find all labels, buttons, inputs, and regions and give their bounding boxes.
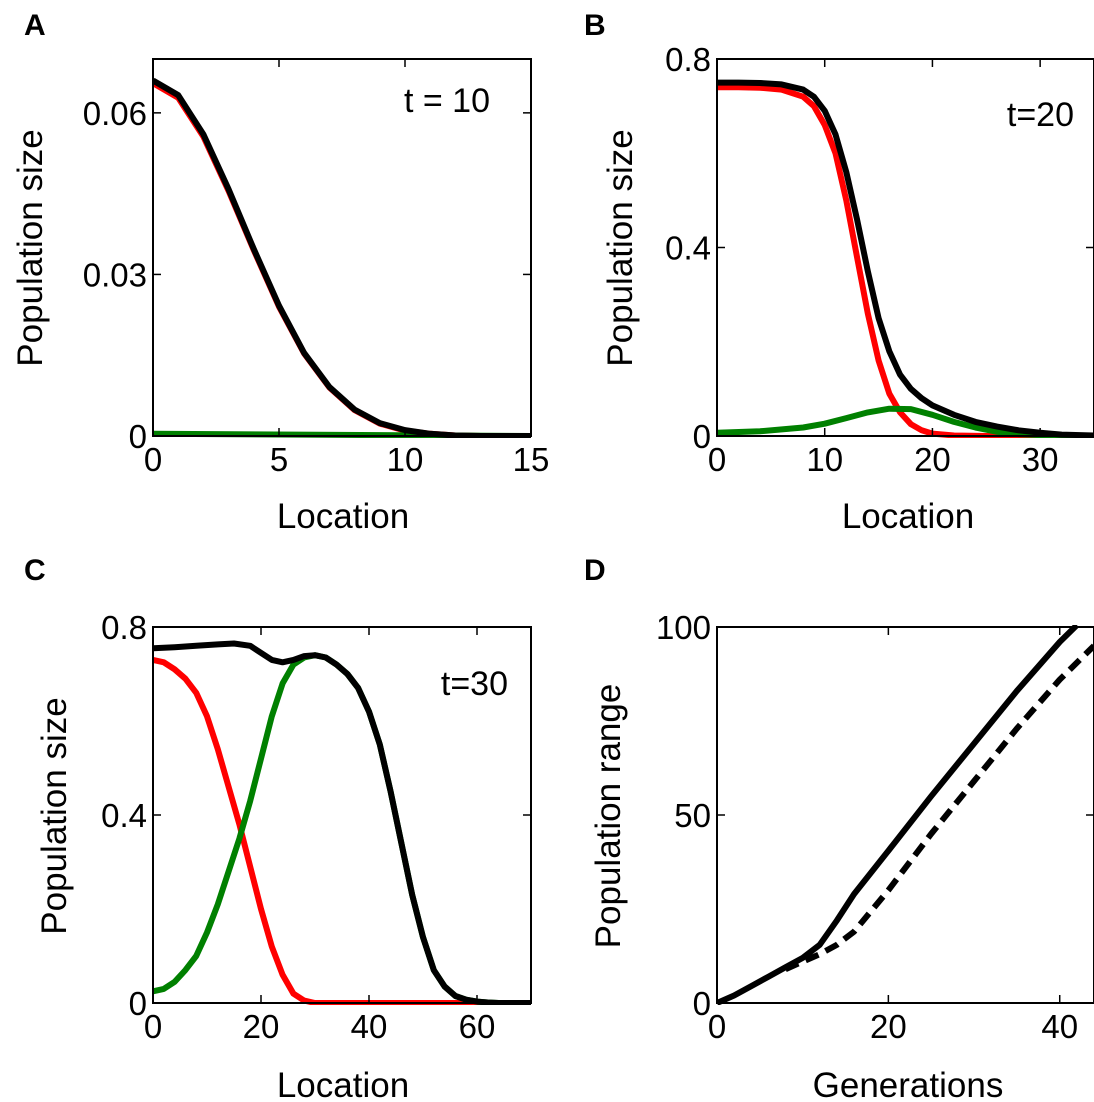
- panel-b-xtick-label: 20: [914, 441, 951, 478]
- panel-a-xtick-label: 5: [270, 441, 288, 478]
- panel-a: A 0 5 10 15 0 0.03 0.06 t = 10 Location Popula…: [11, 9, 549, 536]
- panel-b-xtick-label: 10: [806, 441, 843, 478]
- panel-a-xtick-label: 0: [144, 441, 162, 478]
- panel-d-xtick-label: 40: [1041, 1008, 1078, 1045]
- panel-b-series-0: [717, 84, 1094, 438]
- panel-a-xlabel: Location: [277, 497, 409, 536]
- panel-d-axes: 0 20 40 0 50 100: [656, 609, 1094, 1045]
- panel-a-xtick-label: 10: [387, 441, 424, 478]
- panel-d-ytick-label: 0: [693, 985, 711, 1022]
- panel-a-ytick-label: 0.06: [83, 95, 147, 132]
- panel-b-ylabel: Population size: [601, 129, 640, 366]
- panel-c-xtick-label: 0: [144, 1008, 162, 1045]
- panel-a-ylabel: Population size: [11, 129, 50, 366]
- panel-d-ytick-label: 50: [674, 797, 711, 834]
- panel-c-xlabel: Location: [277, 1066, 409, 1102]
- panel-c-axes: 0 20 40 60 0 0.4 0.8: [101, 609, 532, 1045]
- panel-a-ytick-label: 0.03: [83, 256, 147, 293]
- panel-b-xtick-label: 0: [708, 441, 726, 478]
- panel-b-xtick-label: 30: [1022, 441, 1059, 478]
- panel-c-series-2: [153, 640, 531, 1005]
- panel-d-series-1: [784, 643, 1094, 972]
- panel-c-xtick-label: 60: [459, 1008, 496, 1045]
- panel-d: D 0 20 40 0 50 100 Generations Population ran…: [584, 554, 1094, 1102]
- panel-d-ylabel: Population range: [589, 684, 628, 949]
- panel-letter-b: B: [584, 9, 606, 42]
- panel-d-xtick-label: 20: [870, 1008, 907, 1045]
- panel-c-series-1: [153, 652, 531, 1005]
- panel-c: C 0 20 40 60 0 0.4 0.8 t=30 Location Populatio…: [24, 554, 532, 1102]
- panel-c-ytick-label: 0.8: [101, 609, 147, 646]
- panel-d-frame: [716, 626, 1094, 1004]
- panel-letter-d: D: [584, 554, 606, 587]
- panel-b-xlabel: Location: [842, 497, 974, 536]
- panel-a-frame: [152, 58, 532, 437]
- panel-b-annotation: t=20: [1007, 96, 1074, 134]
- panel-b-ytick-label: 0.4: [665, 230, 711, 267]
- panel-a-annotation: t = 10: [404, 82, 490, 120]
- panel-c-ylabel: Population size: [35, 697, 74, 934]
- panel-b-ytick-label: 0: [693, 418, 711, 455]
- panel-a-xtick-label: 15: [513, 441, 550, 478]
- panel-c-xtick-label: 20: [243, 1008, 280, 1045]
- panel-a-axes: 0 5 10 15 0 0.03 0.06: [83, 58, 550, 478]
- panel-d-xlabel: Generations: [813, 1066, 1004, 1102]
- panel-c-series-0: [153, 656, 531, 1005]
- panel-b-axes: 0 10 20 30 0 0.4 0.8: [665, 41, 1094, 478]
- panel-b-ytick-label: 0.8: [665, 41, 711, 78]
- panel-c-annotation: t=30: [441, 665, 508, 703]
- panel-b-series-2: [717, 79, 1094, 438]
- panel-b-series-1: [717, 405, 1094, 438]
- panel-a-series-0: [153, 80, 531, 438]
- panel-d-ytick-label: 100: [656, 609, 711, 646]
- panel-letter-c: C: [24, 554, 46, 587]
- panel-d-xtick-label: 0: [708, 1008, 726, 1045]
- panel-a-ytick-label: 0: [129, 418, 147, 455]
- panel-letter-a: A: [24, 9, 46, 42]
- panel-c-xtick-label: 40: [351, 1008, 388, 1045]
- panel-b: B 0 10 20 30 0 0.4 0.8 t=20 Location Populatio…: [584, 9, 1094, 536]
- panel-c-ytick-label: 0.4: [101, 797, 147, 834]
- panel-c-ytick-label: 0: [129, 985, 147, 1022]
- panel-a-series-2: [153, 77, 531, 438]
- panel-d-series-0: [717, 625, 1080, 1005]
